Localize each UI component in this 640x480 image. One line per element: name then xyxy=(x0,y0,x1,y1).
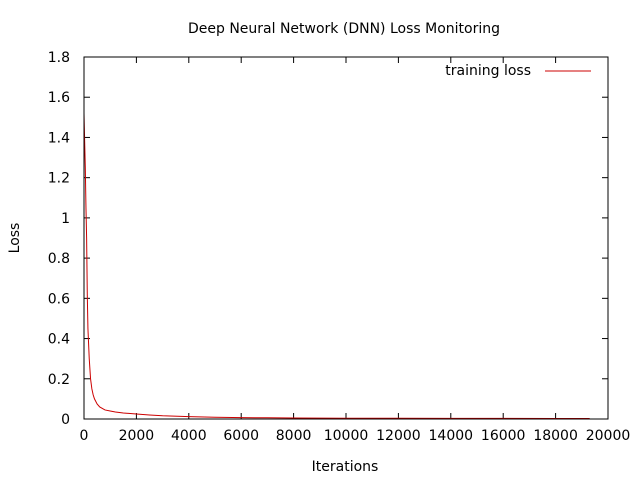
x-tick-label: 6000 xyxy=(223,428,259,444)
x-tick-label: 14000 xyxy=(429,428,474,444)
y-tick-label: 1.8 xyxy=(48,50,70,66)
y-tick-label: 0 xyxy=(61,412,70,428)
training-loss-line xyxy=(83,113,590,419)
legend: training loss xyxy=(445,63,591,79)
y-tick-label: 0.6 xyxy=(48,291,70,307)
y-tick-label: 0.4 xyxy=(48,332,70,348)
x-tick-label: 4000 xyxy=(171,428,207,444)
y-tick-label: 1.6 xyxy=(48,90,70,106)
x-tick-label: 0 xyxy=(80,428,89,444)
y-tick-label: 1 xyxy=(61,211,70,227)
y-tick-label: 0.8 xyxy=(48,251,70,267)
y-tick-label: 0.2 xyxy=(48,372,70,388)
y-tick-label: 1.2 xyxy=(48,171,70,187)
legend-label: training loss xyxy=(445,63,531,79)
x-tick-label: 12000 xyxy=(376,428,421,444)
x-tick-label: 18000 xyxy=(533,428,578,444)
x-axis-label: Iterations xyxy=(312,459,379,475)
chart-title: Deep Neural Network (DNN) Loss Monitorin… xyxy=(188,21,500,37)
x-tick-label: 2000 xyxy=(119,428,155,444)
plot-frame xyxy=(83,56,609,420)
y-axis-label: Loss xyxy=(7,223,23,254)
x-tick-label: 10000 xyxy=(324,428,369,444)
x-tick-label: 20000 xyxy=(586,428,631,444)
x-tick-label: 8000 xyxy=(276,428,312,444)
axis-tick-labels: 0 2000 4000 6000 8000 10000 12000 14000 16000 180… xyxy=(48,50,631,444)
x-tick-label: 16000 xyxy=(481,428,526,444)
y-tick-label: 1.4 xyxy=(48,130,70,146)
